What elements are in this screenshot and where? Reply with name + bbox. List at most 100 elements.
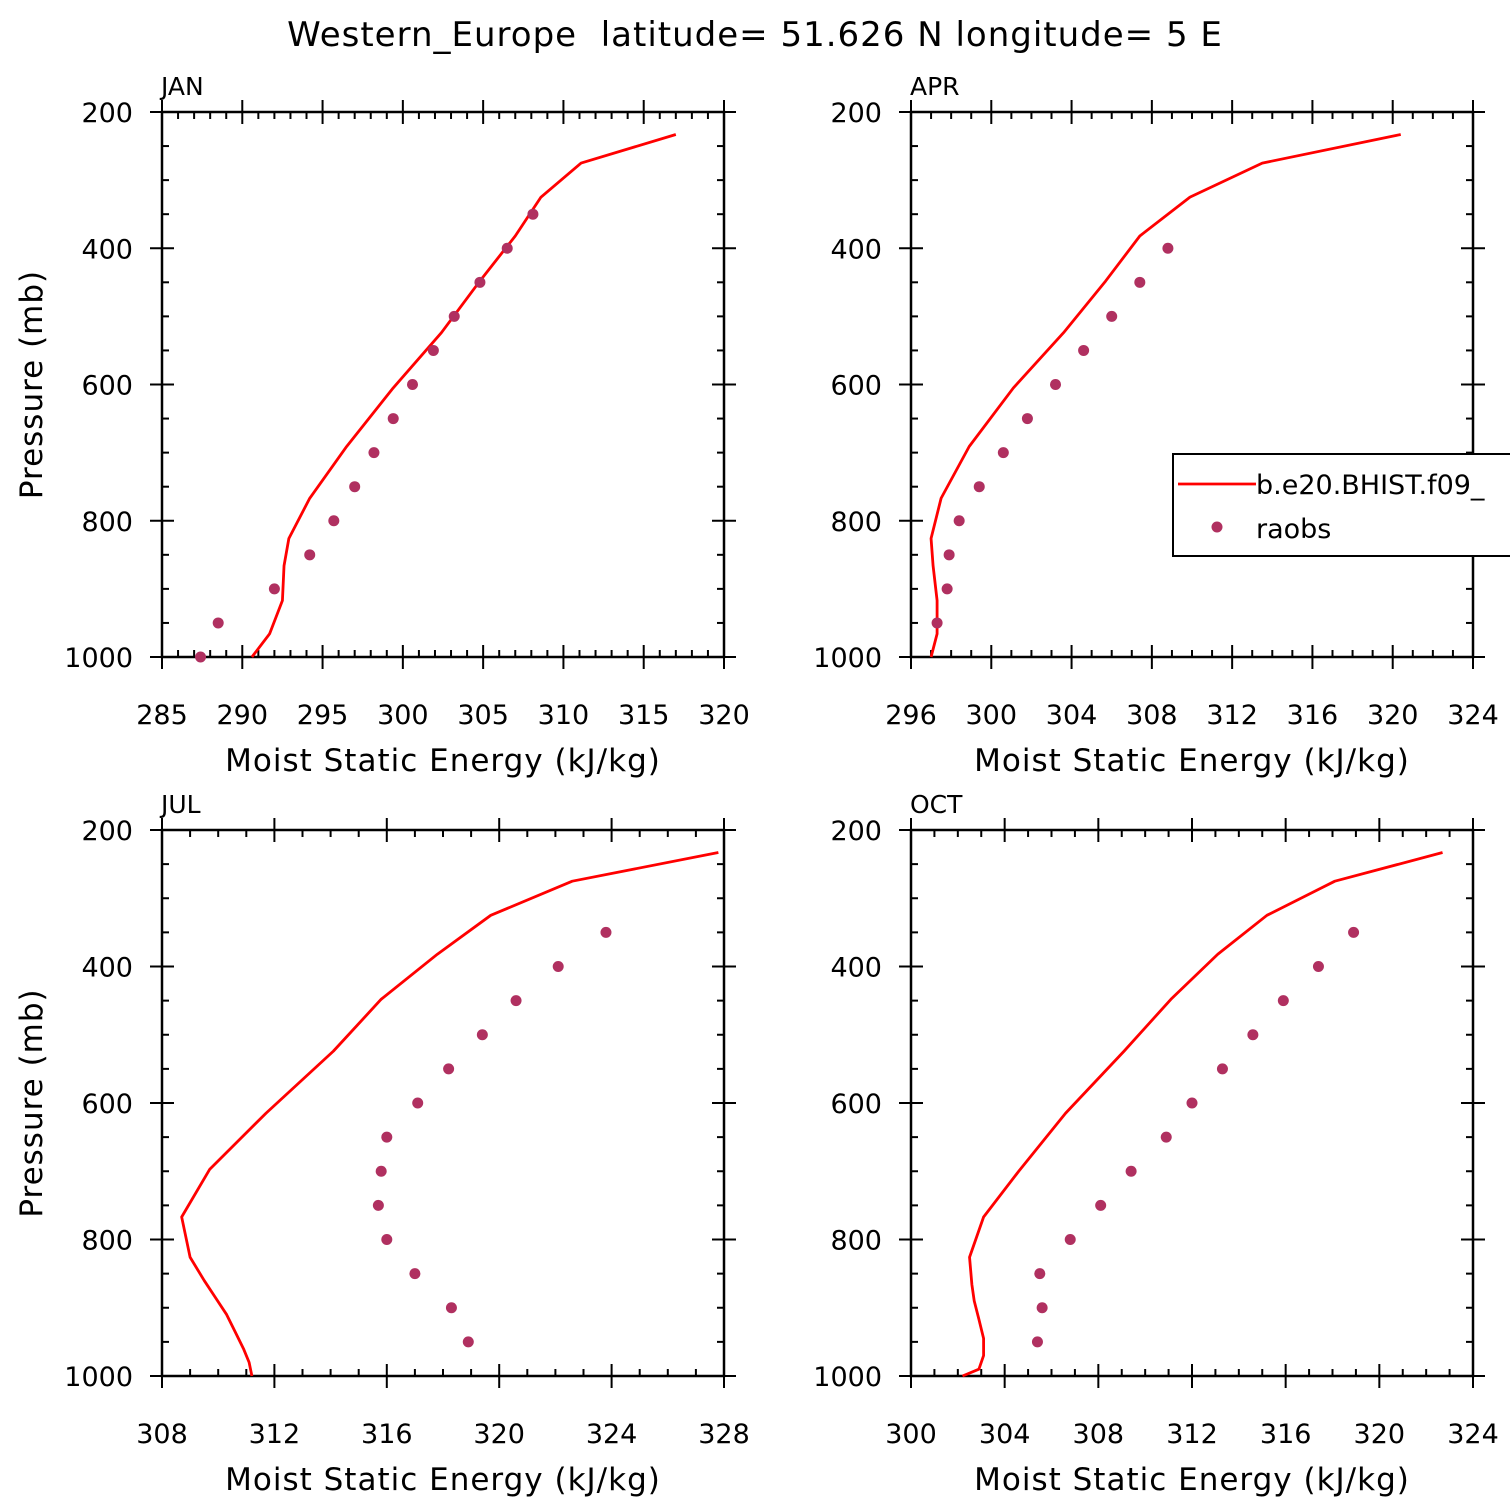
plot-frame xyxy=(160,828,726,1378)
raobs-point xyxy=(941,583,953,595)
y-tick-label: 200 xyxy=(830,98,882,129)
x-tick-label: 320 xyxy=(1354,1419,1406,1450)
x-tick-label: 312 xyxy=(1166,1419,1218,1450)
x-tick-label: 300 xyxy=(885,1419,937,1450)
model-profile-line xyxy=(250,133,677,658)
y-axis-label: Pressure (mb) xyxy=(14,270,50,499)
plot-frame xyxy=(909,828,1475,1378)
raobs-point xyxy=(1050,379,1062,390)
y-tick-label: 600 xyxy=(81,371,133,402)
y-tick-label: 400 xyxy=(830,234,882,265)
raobs-point xyxy=(1348,926,1360,938)
raobs-point xyxy=(1064,1234,1076,1245)
y-tick-label: 400 xyxy=(830,953,882,984)
x-tick-label: 300 xyxy=(966,700,1018,731)
x-tick-label: 300 xyxy=(377,700,429,731)
raobs-point xyxy=(1247,1029,1259,1041)
raobs-point xyxy=(427,344,439,356)
x-tick-label: 305 xyxy=(457,700,509,731)
raobs-point xyxy=(195,651,207,663)
raobs-point xyxy=(997,447,1009,459)
raobs-point xyxy=(1277,995,1289,1007)
x-tick-label: 308 xyxy=(1073,1419,1125,1450)
raobs-point xyxy=(328,515,340,527)
model-profile-line xyxy=(929,133,1402,658)
raobs-point xyxy=(953,515,965,527)
x-tick-label: 285 xyxy=(136,700,188,731)
x-tick-label: 312 xyxy=(249,1419,301,1450)
y-axis-label: Pressure (mb) xyxy=(14,988,50,1217)
plot-frame xyxy=(909,110,1475,659)
figure-title: Western_Europe latitude= 51.626 N longit… xyxy=(287,15,1223,55)
y-tick-label: 200 xyxy=(830,816,882,847)
model-profile-line xyxy=(961,851,1443,1378)
x-tick-label: 316 xyxy=(1260,1419,1312,1450)
y-tick-label: 1000 xyxy=(813,1362,882,1393)
panel-oct: 300 304 308 312 316 320 324 200 400 600 800 1000 OCT… xyxy=(813,790,1498,1498)
x-tick-label: 304 xyxy=(979,1419,1031,1450)
raobs-point xyxy=(1106,310,1118,322)
x-axis-label: Moist Static Energy (kJ/kg) xyxy=(974,1462,1410,1498)
raobs-point xyxy=(1036,1302,1048,1314)
x-tick-label: 324 xyxy=(1447,1419,1499,1450)
plot-frame xyxy=(160,110,726,659)
x-axis-label: Moist Static Energy (kJ/kg) xyxy=(974,743,1410,779)
x-tick-label: 312 xyxy=(1206,700,1258,731)
panel-title: OCT xyxy=(910,790,963,819)
x-tick-label: 310 xyxy=(538,700,590,731)
raobs-point xyxy=(268,583,280,595)
y-tick-label: 200 xyxy=(81,816,133,847)
x-tick-label: 320 xyxy=(1367,700,1419,731)
panel-title: JUL xyxy=(159,790,201,819)
raobs-point xyxy=(1095,1199,1107,1211)
y-tick-label: 1000 xyxy=(813,643,882,674)
panel-jul: 308 312 316 320 324 328 200 400 600 800 1000 JUL Moi… xyxy=(14,790,750,1498)
raobs-point xyxy=(381,1131,393,1143)
x-tick-label: 328 xyxy=(698,1419,750,1450)
x-tick-label: 316 xyxy=(1287,700,1339,731)
raobs-point xyxy=(445,1302,457,1314)
raobs-point xyxy=(1021,413,1033,425)
panel-jan: 285 290 295 300 305 310 315 320 200 400 600 800 1000… xyxy=(14,72,750,779)
raobs-point xyxy=(1034,1268,1046,1280)
y-tick-label: 400 xyxy=(81,953,133,984)
raobs-point xyxy=(1216,1063,1228,1075)
legend-model-label: b.e20.BHIST.f09_ xyxy=(1256,470,1485,501)
raobs-point xyxy=(349,481,361,493)
raobs-point xyxy=(943,549,955,561)
x-tick-label: 320 xyxy=(698,700,750,731)
raobs-point xyxy=(1134,276,1146,288)
x-tick-label: 296 xyxy=(885,700,937,731)
y-tick-label: 800 xyxy=(81,1226,133,1257)
panel-apr: 296 300 304 308 312 316 320 324 200 400 600 800 1000… xyxy=(813,72,1498,779)
raobs-point xyxy=(406,379,418,390)
raobs-point xyxy=(600,926,612,938)
raobs-point xyxy=(304,549,316,561)
x-tick-label: 324 xyxy=(586,1419,638,1450)
raobs-point xyxy=(443,1063,455,1075)
x-axis-label: Moist Static Energy (kJ/kg) xyxy=(225,1462,661,1498)
x-tick-label: 304 xyxy=(1046,700,1098,731)
legend: b.e20.BHIST.f09_raobs xyxy=(1172,453,1510,557)
x-tick-label: 320 xyxy=(473,1419,525,1450)
raobs-point xyxy=(462,1336,474,1348)
raobs-point xyxy=(412,1097,424,1109)
raobs-point xyxy=(409,1268,421,1280)
y-tick-label: 600 xyxy=(830,371,882,402)
y-tick-label: 1000 xyxy=(64,643,133,674)
raobs-point xyxy=(375,1165,387,1177)
y-tick-label: 800 xyxy=(830,507,882,538)
raobs-point xyxy=(1125,1165,1137,1177)
y-tick-label: 800 xyxy=(81,507,133,538)
raobs-point xyxy=(368,447,380,459)
x-axis-label: Moist Static Energy (kJ/kg) xyxy=(225,743,661,779)
y-tick-label: 200 xyxy=(81,98,133,129)
raobs-point xyxy=(973,481,985,493)
raobs-point xyxy=(381,1234,393,1245)
panel-title: APR xyxy=(910,72,960,101)
panels: 285 290 295 300 305 310 315 320 200 400 600 800 1000… xyxy=(14,72,1510,1498)
raobs-point xyxy=(1312,961,1324,972)
model-profile-line xyxy=(180,851,719,1377)
raobs-point xyxy=(372,1199,384,1211)
